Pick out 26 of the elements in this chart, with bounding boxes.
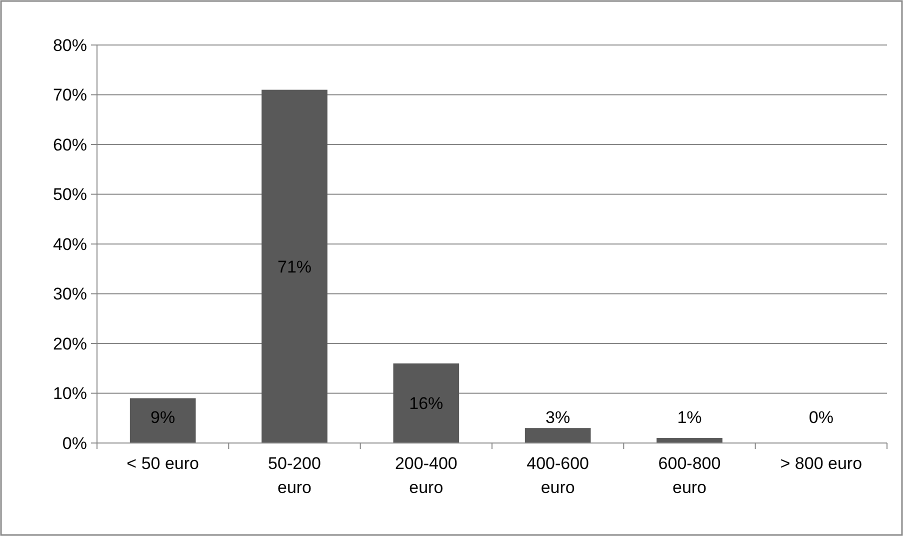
- bar: [393, 363, 460, 443]
- y-tick-label: 10%: [52, 384, 87, 404]
- y-tick-label: 20%: [52, 334, 87, 354]
- y-tick-label: 50%: [52, 185, 87, 204]
- y-tick-label: 80%: [52, 36, 87, 55]
- y-tick-label: 60%: [52, 135, 87, 154]
- x-tick-label: > 800 euro: [780, 454, 862, 473]
- y-tick-label: 70%: [52, 86, 87, 105]
- data-label: 3%: [546, 408, 570, 427]
- bar: [524, 428, 591, 443]
- data-label: 71%: [277, 257, 312, 276]
- data-label: 0%: [808, 408, 834, 427]
- x-tick-label: 50-200 euro: [268, 454, 321, 497]
- bar: [130, 398, 196, 443]
- data-label: 1%: [677, 408, 702, 427]
- y-tick-label: 40%: [52, 234, 87, 254]
- y-tick-label: 30%: [52, 284, 87, 304]
- x-tick-label: 600-800 euro: [658, 454, 721, 497]
- x-tick-label: < 50 euro: [126, 454, 199, 473]
- bar: [262, 90, 328, 443]
- data-label: 9%: [150, 408, 176, 427]
- data-label: 16%: [409, 394, 444, 414]
- y-tick-label: 0%: [62, 434, 87, 453]
- x-tick-label: 200-400 euro: [394, 454, 458, 497]
- bar: [656, 438, 722, 443]
- x-tick-label: 400-600 euro: [526, 454, 590, 497]
